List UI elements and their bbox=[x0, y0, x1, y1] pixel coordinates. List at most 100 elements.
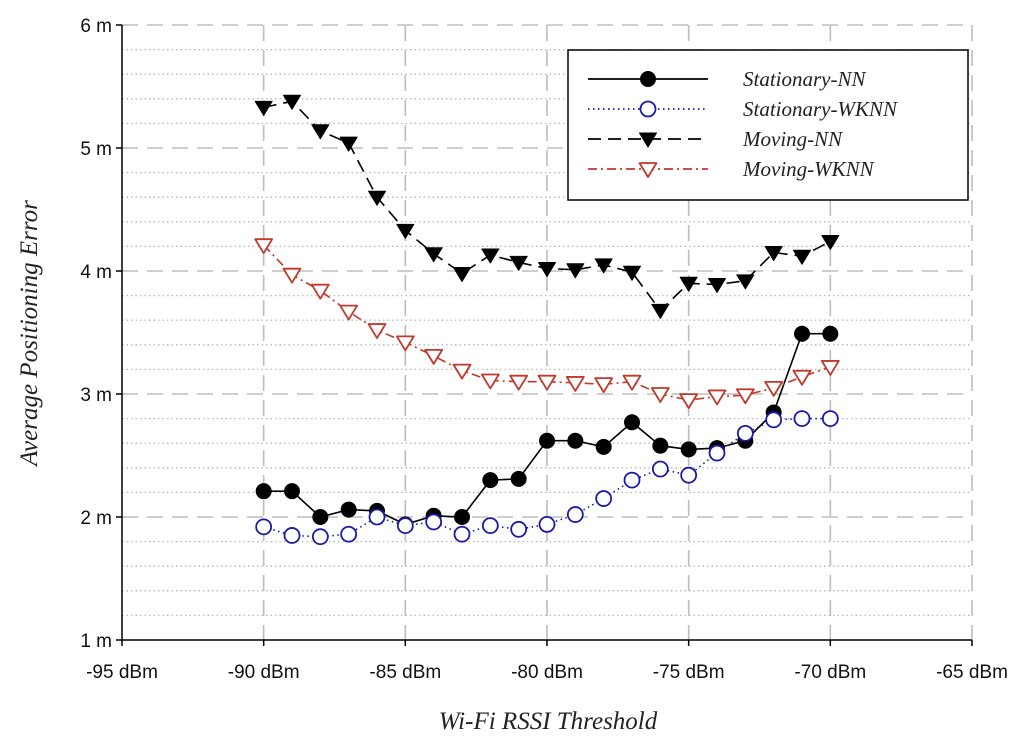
x-tick-label: -80 dBm bbox=[511, 662, 583, 683]
x-tick-label: -85 dBm bbox=[369, 662, 441, 683]
data-point-moving-wknn bbox=[424, 348, 444, 365]
data-point-stationary-nn bbox=[624, 414, 640, 431]
axes: 1 m 2 m 3 m 4 m 5 m 6 m -95 dBm -90 dBm -85 dBm -… bbox=[80, 16, 1008, 683]
data-point-moving-nn bbox=[651, 303, 670, 319]
data-point-stationary-wknn bbox=[396, 517, 414, 535]
data-point-stationary-wknn bbox=[566, 506, 584, 523]
y-tick-label: 5 m bbox=[80, 139, 112, 160]
y-axis-title: Average Positioning Error bbox=[16, 200, 43, 468]
y-tick-label: 2 m bbox=[80, 508, 112, 529]
data-point-stationary-nn bbox=[284, 483, 300, 500]
data-point-moving-wknn bbox=[594, 377, 614, 394]
data-point-stationary-nn bbox=[595, 438, 612, 455]
series-group bbox=[254, 94, 840, 546]
data-point-moving-wknn bbox=[310, 283, 330, 300]
data-point-stationary-wknn bbox=[595, 490, 613, 507]
data-point-stationary-nn bbox=[482, 472, 499, 489]
legend-label-moving-nn: Moving-NN bbox=[742, 127, 843, 151]
data-point-moving-nn bbox=[368, 190, 386, 206]
data-point-stationary-wknn bbox=[651, 460, 669, 478]
data-point-stationary-nn bbox=[539, 432, 555, 449]
data-point-moving-nn bbox=[679, 276, 698, 292]
x-tick-label: -65 dBm bbox=[936, 662, 1008, 683]
data-point-moving-wknn bbox=[395, 335, 415, 352]
series-moving-wknn bbox=[254, 238, 840, 410]
data-point-moving-wknn bbox=[452, 363, 472, 380]
y-tick-label: 6 m bbox=[80, 16, 112, 37]
data-point-moving-wknn bbox=[509, 374, 529, 391]
data-point-moving-wknn bbox=[622, 374, 642, 391]
data-point-moving-wknn bbox=[792, 369, 812, 386]
data-point-moving-nn bbox=[736, 274, 755, 290]
data-point-moving-nn bbox=[396, 223, 415, 239]
data-point-stationary-wknn bbox=[821, 410, 839, 428]
data-point-moving-nn bbox=[594, 258, 613, 274]
data-point-stationary-nn bbox=[454, 509, 470, 525]
data-point-stationary-wknn bbox=[453, 525, 471, 543]
data-point-stationary-nn bbox=[680, 441, 697, 458]
x-tick-label: -75 dBm bbox=[653, 662, 725, 683]
data-point-stationary-nn bbox=[652, 437, 669, 454]
legend-label-moving-wknn: Moving-WKNN bbox=[742, 157, 875, 181]
data-point-stationary-nn bbox=[567, 432, 584, 449]
data-point-moving-nn bbox=[424, 247, 443, 263]
legend: Stationary-NN Stationary-WKNN Moving-NN Mov… bbox=[567, 49, 969, 201]
x-tick-label: -90 dBm bbox=[228, 662, 300, 683]
data-point-moving-wknn bbox=[679, 393, 699, 410]
data-point-stationary-nn bbox=[340, 501, 357, 518]
data-point-moving-wknn bbox=[537, 374, 557, 391]
data-point-moving-wknn bbox=[820, 360, 840, 376]
data-point-stationary-wknn bbox=[623, 471, 641, 489]
data-point-stationary-nn bbox=[794, 325, 810, 342]
data-point-moving-nn bbox=[283, 94, 301, 110]
legend-label-stationary-nn: Stationary-NN bbox=[743, 67, 866, 91]
legend-label-stationary-wknn: Stationary-WKNN bbox=[743, 97, 898, 121]
data-point-moving-nn bbox=[708, 278, 726, 294]
legend-marker-moving-nn bbox=[639, 132, 657, 148]
data-point-moving-wknn bbox=[480, 373, 500, 390]
legend-marker-stationary-nn bbox=[640, 71, 656, 87]
data-point-stationary-wknn bbox=[708, 444, 726, 462]
legend-box bbox=[567, 49, 969, 201]
data-point-stationary-wknn bbox=[283, 527, 301, 544]
data-point-moving-wknn bbox=[565, 376, 585, 392]
data-point-stationary-wknn bbox=[425, 513, 443, 531]
y-tick-label: 3 m bbox=[80, 385, 112, 406]
data-point-moving-wknn bbox=[367, 323, 387, 339]
data-point-stationary-wknn bbox=[765, 411, 783, 429]
y-tick-label: 1 m bbox=[80, 631, 112, 652]
data-point-moving-nn bbox=[538, 262, 556, 278]
x-axis-title: Wi-Fi RSSI Threshold bbox=[439, 708, 658, 735]
data-point-stationary-nn bbox=[255, 483, 272, 500]
data-point-moving-nn bbox=[821, 234, 840, 250]
data-point-moving-nn bbox=[793, 249, 811, 265]
data-point-moving-nn bbox=[481, 248, 500, 264]
data-point-stationary-wknn bbox=[368, 508, 386, 526]
data-point-stationary-wknn bbox=[340, 525, 358, 543]
data-point-moving-wknn bbox=[339, 304, 359, 321]
data-point-moving-wknn bbox=[650, 387, 670, 403]
data-point-stationary-wknn bbox=[538, 515, 556, 533]
data-point-moving-nn bbox=[311, 124, 330, 140]
data-point-stationary-wknn bbox=[736, 424, 754, 442]
data-point-stationary-nn bbox=[822, 325, 839, 342]
y-tick-label: 4 m bbox=[80, 262, 112, 283]
data-point-stationary-nn bbox=[312, 509, 329, 525]
series-moving-nn bbox=[254, 94, 840, 319]
data-point-stationary-wknn bbox=[793, 410, 811, 428]
data-point-moving-wknn bbox=[254, 238, 274, 255]
data-point-stationary-wknn bbox=[510, 520, 528, 538]
data-point-moving-nn bbox=[254, 100, 273, 116]
series-stationary-wknn bbox=[255, 410, 839, 546]
data-point-stationary-nn bbox=[510, 470, 527, 487]
x-tick-label: -70 dBm bbox=[794, 662, 866, 683]
data-point-stationary-wknn bbox=[255, 518, 273, 536]
data-point-stationary-wknn bbox=[311, 528, 329, 546]
data-point-moving-nn bbox=[339, 136, 358, 152]
data-point-stationary-wknn bbox=[680, 466, 698, 484]
data-point-moving-nn bbox=[566, 263, 585, 279]
data-point-moving-wknn bbox=[282, 267, 302, 284]
data-point-moving-wknn bbox=[764, 380, 784, 397]
data-point-moving-wknn bbox=[735, 388, 755, 405]
